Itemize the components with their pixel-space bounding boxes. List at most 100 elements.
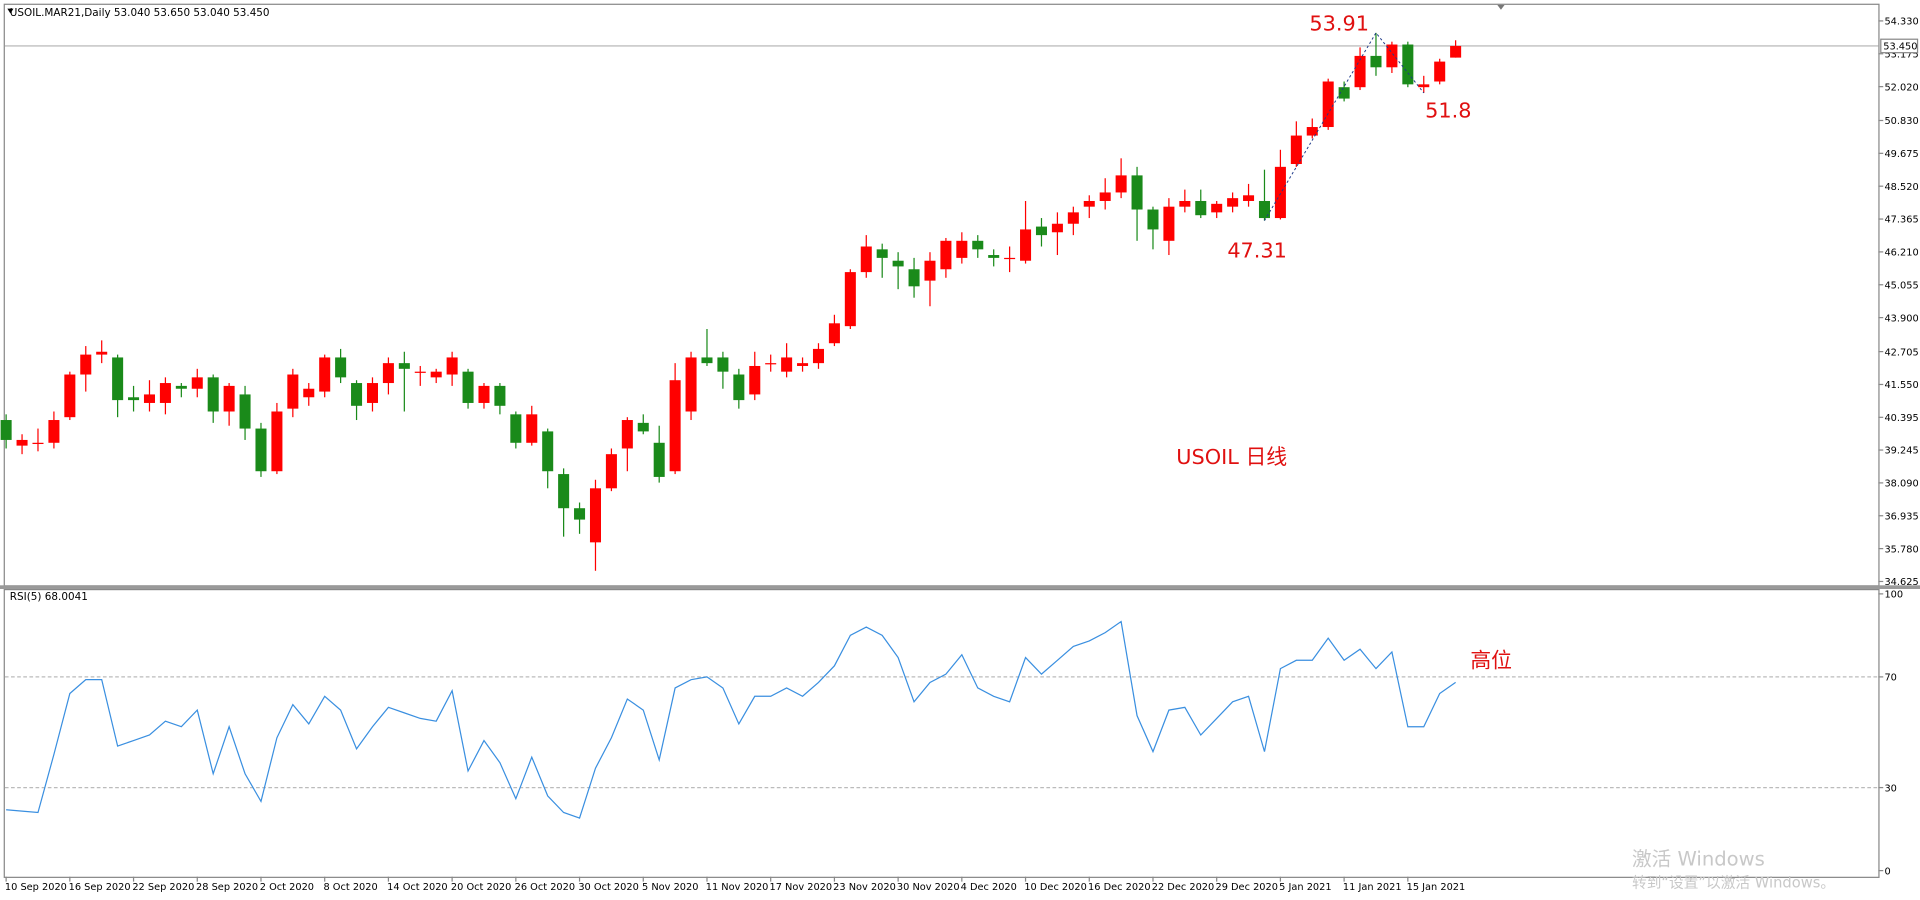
x-tick-label: 29 Dec 2020 [1215,882,1278,893]
candle-body [892,260,904,267]
candle-body [462,371,474,403]
candle-body [1020,229,1032,261]
x-tick-label: 14 Oct 2020 [387,882,448,893]
x-tick-label: 23 Nov 2020 [833,882,896,893]
candle-body [1322,81,1334,128]
candle-body [32,442,44,445]
x-tick-label: 15 Jan 2021 [1407,882,1466,893]
candle-body [510,414,522,443]
candle-body [1035,226,1047,236]
x-tick-label: 30 Nov 2020 [897,882,960,893]
candle-body [478,385,490,403]
candle-body [558,474,570,509]
candle-body [621,420,633,449]
candle-body [335,357,347,378]
candle-body [1083,200,1095,207]
candle-body [255,428,267,472]
candle-body [143,394,155,403]
y-tick-label: 0 [1884,866,1890,877]
candle-body [1179,200,1191,207]
y-tick-label: 35.780 [1884,544,1918,555]
rsi-panel [3,588,1880,878]
candle-body [1370,55,1382,68]
last-price-label: 53.450 [1883,42,1917,53]
candle-body [876,249,888,258]
candle-body [287,374,299,409]
x-tick-label: 16 Dec 2020 [1088,882,1151,893]
candle-body [1195,200,1207,216]
candle-body [1051,223,1063,233]
y-tick-label: 40.395 [1884,413,1918,424]
y-tick-label: 54.330 [1884,17,1918,28]
candle-body [956,240,968,258]
y-tick-label: 49.675 [1884,149,1918,160]
candle-body [112,357,124,401]
candle-body [430,371,442,378]
candle-body [16,439,28,446]
shift-marker [1497,4,1505,10]
candle-body [605,454,617,489]
candle-body [398,363,410,369]
candle-body [749,365,761,395]
candle-body [765,363,777,365]
candle-body [1290,135,1302,165]
candle-body [1067,212,1079,224]
x-tick-label: 17 Nov 2020 [769,882,832,893]
candle-body [207,377,219,412]
y-tick-label: 45.055 [1884,280,1918,291]
y-tick-label: 52.020 [1884,82,1918,93]
candle-body [701,357,713,364]
zigzag-line [1264,32,1425,221]
candle-body [653,442,665,477]
rsi-title: RSI(5) 68.0041 [10,591,88,603]
x-tick-label: 22 Sep 2020 [132,882,194,893]
y-tick-label: 30 [1884,783,1896,794]
y-tick-label: 39.245 [1884,446,1918,457]
candle-body [96,351,108,355]
x-tick-label: 11 Jan 2021 [1343,882,1402,893]
y-tick-label: 41.550 [1884,380,1918,391]
candle-body [1402,44,1414,85]
annotation: USOIL 日线 [1176,445,1287,469]
y-tick-label: 36.935 [1884,511,1918,522]
annotation: 高位 [1470,648,1512,672]
x-tick-label: 2 Oct 2020 [260,882,314,893]
y-tick-label: 34.625 [1884,577,1918,588]
y-tick-label: 42.705 [1884,347,1918,358]
candle-body [589,488,601,543]
candle-body [637,422,649,432]
candle-body [351,383,363,406]
candle-body [175,385,187,389]
zigzag-label: 53.91 [1309,11,1369,35]
candle-body [1386,44,1398,68]
rsi-line [6,620,1456,819]
candle-body [239,394,251,429]
watermark: 激活 Windows [1632,848,1765,871]
candle-body [797,363,809,366]
candle-body [1004,257,1016,260]
candle-body [828,323,840,344]
candle-body [1147,209,1159,230]
y-tick-label: 47.365 [1884,215,1918,226]
y-tick-label: 43.900 [1884,313,1918,324]
candle-body [271,411,283,472]
x-tick-label: 30 Oct 2020 [578,882,639,893]
candle-body [1354,55,1366,88]
candle-body [1211,203,1223,213]
candle-body [1418,84,1430,88]
x-tick-label: 28 Sep 2020 [196,882,258,893]
y-tick-label: 38.090 [1884,479,1918,490]
candle-body [1163,206,1175,241]
candle-body [908,269,920,287]
candle-body [972,240,984,250]
candle-body [1115,175,1127,193]
candle-body [1306,127,1318,136]
candle-body [669,380,681,472]
x-tick-label: 5 Jan 2021 [1279,882,1331,893]
candle-body [80,354,92,375]
candle-body [446,357,458,375]
y-tick-label: 53.175 [1884,49,1918,60]
candle-body [1131,175,1143,210]
